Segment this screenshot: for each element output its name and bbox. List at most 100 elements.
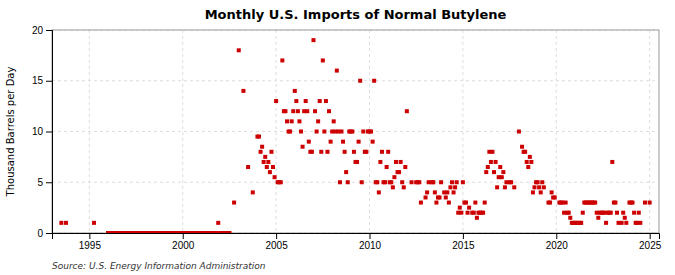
point: [241, 89, 245, 93]
point: [246, 165, 250, 169]
point: [316, 119, 320, 123]
point: [466, 211, 470, 215]
point: [498, 165, 502, 169]
point: [391, 185, 395, 189]
point: [520, 145, 524, 149]
point: [357, 140, 361, 144]
point: [632, 211, 636, 215]
point: [525, 160, 529, 164]
tick-mark: [650, 233, 651, 239]
point: [341, 140, 345, 144]
point: [358, 79, 362, 83]
point: [509, 180, 513, 184]
point: [263, 155, 267, 159]
point: [610, 160, 614, 164]
point: [438, 195, 442, 199]
grid-line: [182, 30, 183, 233]
point: [473, 201, 477, 205]
point: [609, 211, 613, 215]
tick-mark: [46, 233, 52, 234]
point: [400, 180, 404, 184]
point: [445, 190, 449, 194]
point: [553, 195, 557, 199]
plot-frame: [52, 30, 659, 233]
point: [550, 190, 554, 194]
point: [489, 160, 493, 164]
tick: 2020: [546, 233, 569, 251]
grid-line: [52, 131, 659, 132]
point: [311, 38, 315, 42]
point: [237, 48, 241, 52]
tick-label: 0: [37, 228, 43, 239]
point: [484, 170, 488, 174]
point: [310, 150, 314, 154]
point: [389, 180, 393, 184]
point: [266, 160, 270, 164]
point: [360, 180, 364, 184]
point: [386, 150, 390, 154]
point: [297, 119, 301, 123]
point: [540, 180, 544, 184]
point: [517, 130, 521, 134]
point: [335, 69, 339, 73]
point: [343, 150, 347, 154]
tick-label: 10: [32, 126, 44, 137]
point: [352, 150, 356, 154]
point: [450, 180, 454, 184]
point: [490, 150, 494, 154]
point: [548, 201, 552, 205]
point: [290, 119, 294, 123]
y-axis-title: Thousand Barrels per Day: [5, 67, 16, 198]
point: [307, 140, 311, 144]
point: [581, 211, 585, 215]
point: [371, 140, 375, 144]
point: [332, 119, 336, 123]
point: [227, 231, 231, 233]
point: [364, 150, 368, 154]
point: [596, 216, 600, 220]
point: [568, 216, 572, 220]
point: [64, 221, 68, 225]
point: [299, 130, 303, 134]
point: [526, 165, 530, 169]
point: [528, 155, 532, 159]
point: [232, 201, 236, 205]
point: [447, 201, 451, 205]
point: [539, 190, 543, 194]
point: [532, 185, 536, 189]
point: [214, 231, 218, 233]
point: [216, 221, 220, 225]
point: [615, 211, 619, 215]
point: [259, 150, 263, 154]
tick-label: 2000: [172, 240, 195, 251]
point: [410, 180, 414, 184]
point: [318, 99, 322, 103]
tick-mark: [89, 233, 90, 239]
tick: 20: [32, 25, 52, 36]
tick-label: 15: [32, 75, 44, 86]
tick-label: 2020: [546, 240, 569, 251]
point: [486, 165, 490, 169]
tick-mark: [46, 182, 52, 183]
point: [283, 109, 287, 113]
point: [620, 221, 624, 225]
axis-line: [53, 234, 660, 240]
axis-line: [46, 31, 53, 234]
point: [380, 150, 384, 154]
point: [624, 221, 628, 225]
point: [313, 109, 317, 113]
point: [339, 130, 343, 134]
point: [399, 160, 403, 164]
point: [593, 201, 597, 205]
point: [537, 185, 541, 189]
point: [274, 99, 278, 103]
point: [529, 160, 533, 164]
x-axis: 1995200020052010201520202025: [53, 233, 662, 251]
point: [262, 160, 266, 164]
point: [444, 195, 448, 199]
point: [369, 130, 373, 134]
point: [417, 180, 421, 184]
point: [483, 201, 487, 205]
tick-label: 2015: [452, 240, 475, 251]
point: [531, 190, 535, 194]
